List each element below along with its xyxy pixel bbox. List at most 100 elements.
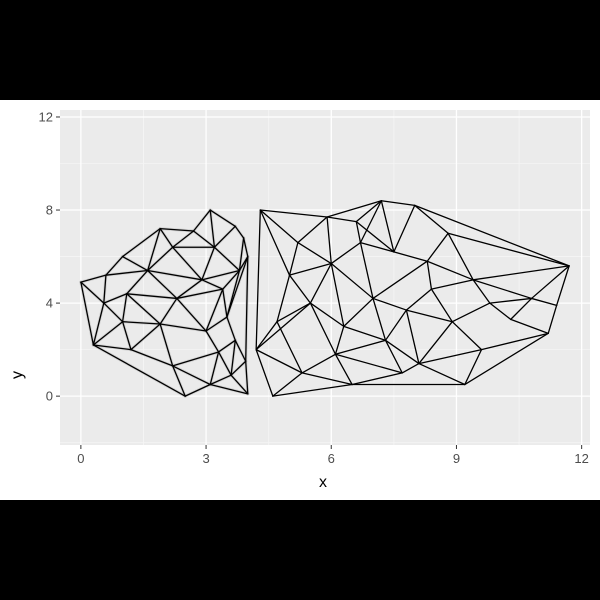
network-edge <box>130 348 174 367</box>
network-edge <box>334 325 345 355</box>
network-edge <box>217 339 236 353</box>
network-edge <box>172 365 211 386</box>
network-edge <box>103 302 124 323</box>
x-axis-title: x <box>319 474 327 491</box>
network-edge <box>472 279 491 304</box>
network-edge <box>176 288 224 300</box>
x-tick-label: 12 <box>574 451 588 466</box>
network-edge <box>418 348 483 365</box>
network-edge <box>146 246 174 272</box>
network-edge <box>105 269 149 276</box>
network-edge <box>447 232 474 281</box>
network-edge <box>401 362 420 374</box>
network-edge <box>334 353 403 374</box>
network-edge <box>297 241 332 265</box>
network-edge <box>245 360 249 395</box>
plot-panel <box>60 110 590 445</box>
network-edge <box>480 332 549 351</box>
network-edge <box>355 221 395 253</box>
network-edge <box>414 204 449 234</box>
network-edge <box>405 288 433 311</box>
network-edge <box>146 227 161 272</box>
network-edge <box>372 297 387 341</box>
network-edge <box>255 302 312 351</box>
network-edge <box>530 297 558 307</box>
network-edge <box>330 262 374 300</box>
network-edge <box>230 339 236 376</box>
network-edge <box>172 246 203 281</box>
network-edge <box>309 262 332 304</box>
network-edge <box>126 293 161 325</box>
network-edge <box>355 221 362 244</box>
network-edge <box>426 260 433 290</box>
network-plot: 0 3 6 9 12 0 4 8 12 x y <box>9 109 590 491</box>
network-edge <box>301 372 353 386</box>
network-edge <box>372 297 408 311</box>
network-edge <box>259 209 299 244</box>
network-edge <box>384 309 408 341</box>
network-edge <box>92 344 132 351</box>
network-edge <box>121 321 132 351</box>
network-edge <box>92 344 186 397</box>
network-edge <box>255 321 278 351</box>
network-edge <box>159 227 174 248</box>
network-edge <box>255 348 303 374</box>
network-edge <box>159 227 195 232</box>
network-edge <box>209 383 249 395</box>
network-edge <box>334 353 353 386</box>
x-tick-label: 3 <box>202 451 209 466</box>
network-edge <box>405 309 420 365</box>
network-edge <box>334 339 387 355</box>
network-edge <box>217 351 232 376</box>
network-edge <box>288 274 312 304</box>
network-edge <box>547 304 558 334</box>
network-edge <box>159 323 174 367</box>
network-edge <box>393 251 428 262</box>
network-edge <box>126 293 178 300</box>
network-edge <box>384 339 403 374</box>
network-edge <box>418 362 466 386</box>
network-edge <box>192 230 216 248</box>
network-edge <box>213 225 236 248</box>
network-edge <box>176 297 207 332</box>
network-edge <box>201 246 216 281</box>
network-edge <box>121 227 161 258</box>
network-edge <box>359 200 382 244</box>
network-edge <box>393 204 416 253</box>
network-edge <box>121 255 149 272</box>
x-tick-label: 6 <box>328 451 335 466</box>
network-edge <box>447 232 570 267</box>
network-edge <box>209 209 216 248</box>
network-edge <box>255 348 274 397</box>
network-edge <box>359 241 395 253</box>
network-edge <box>259 209 291 276</box>
network-edge <box>426 260 474 281</box>
network-edge <box>242 237 249 258</box>
network-edge <box>259 209 328 218</box>
network-edge <box>159 297 178 325</box>
network-edge <box>172 365 186 397</box>
network-edge <box>234 225 245 239</box>
network-edge <box>92 302 105 346</box>
network-edge <box>276 321 303 374</box>
network-edge <box>343 297 374 328</box>
network-edge <box>205 288 224 332</box>
network-edge <box>126 269 149 295</box>
network-edge <box>330 241 362 265</box>
network-edge <box>205 330 220 353</box>
network-edge <box>355 200 382 223</box>
network-edge <box>226 316 236 341</box>
chart-area: 0 3 6 9 12 0 4 8 12 x y <box>0 100 600 500</box>
network-edge <box>414 204 570 267</box>
network-edge <box>121 321 161 325</box>
network-edge <box>464 332 549 386</box>
network-edge <box>238 237 245 272</box>
network-edge <box>351 372 403 386</box>
network-edge <box>230 374 249 395</box>
network-edge <box>426 232 449 262</box>
network-edge <box>288 241 299 276</box>
network-edge <box>272 372 303 397</box>
network-edge <box>222 269 241 290</box>
network-edge <box>430 288 453 323</box>
network-edge <box>146 269 178 300</box>
